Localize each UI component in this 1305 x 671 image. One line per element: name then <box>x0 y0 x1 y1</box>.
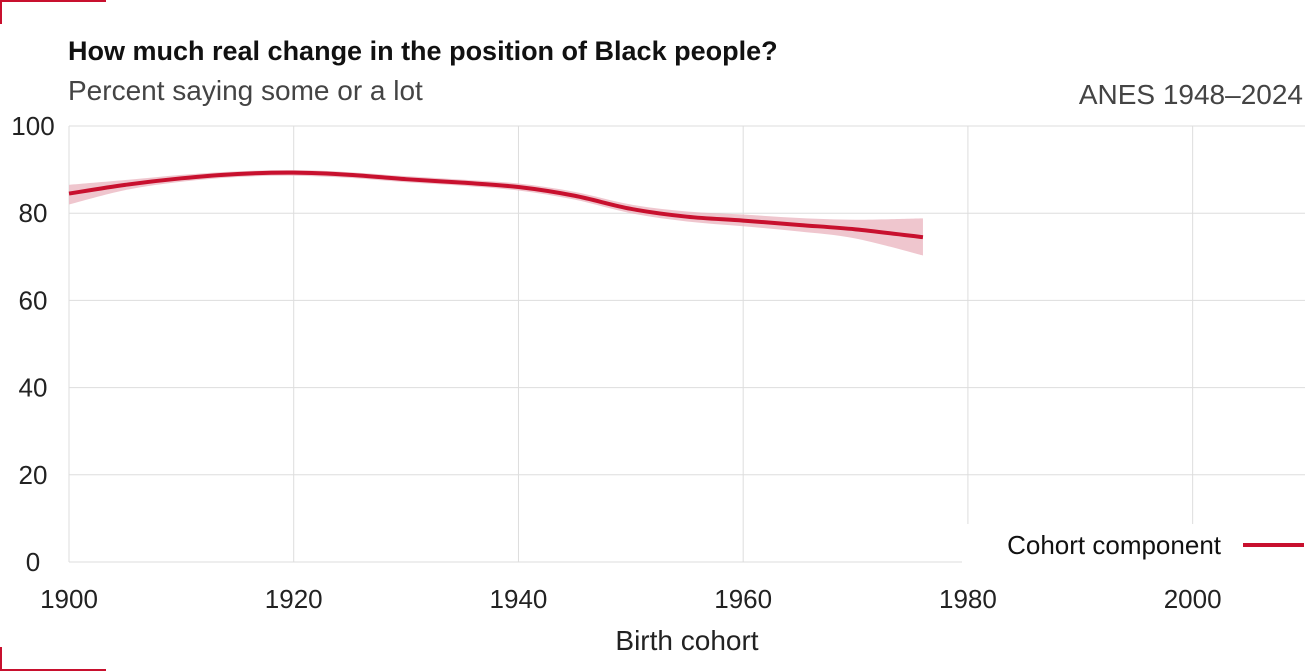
corner-mark-top-vertical <box>0 0 2 24</box>
y-tick-label: 0 <box>26 547 40 577</box>
data-source-label: ANES 1948–2024 <box>1078 79 1303 110</box>
confidence-band-layer <box>69 170 923 256</box>
y-tick-label: 20 <box>19 460 48 490</box>
x-tick-label: 1920 <box>265 584 323 614</box>
legend: Cohort component <box>962 524 1305 570</box>
x-tick-label: 1900 <box>40 584 98 614</box>
y-tick-label: 40 <box>19 373 48 403</box>
confidence-band <box>69 170 923 256</box>
series-line <box>68 170 924 240</box>
x-tick-label: 1980 <box>939 584 997 614</box>
x-tick-label: 1940 <box>490 584 548 614</box>
x-tick-label: 2000 <box>1164 584 1222 614</box>
x-tick-label: 1960 <box>714 584 772 614</box>
series-line-layer <box>68 170 924 240</box>
chart-subtitle: Percent saying some or a lot <box>68 75 423 106</box>
grid-layer <box>68 125 1305 563</box>
corner-mark-top-horizontal <box>0 0 106 2</box>
y-tick-label: 100 <box>11 111 54 141</box>
x-axis-title: Birth cohort <box>615 625 758 656</box>
corner-mark-bottom-vertical <box>0 647 2 671</box>
y-tick-label: 80 <box>19 198 48 228</box>
y-tick-label: 60 <box>19 285 48 315</box>
chart-title: How much real change in the position of … <box>68 36 778 66</box>
corner-mark-bottom-horizontal <box>0 669 106 671</box>
tick-label-layer: 0 20 40 60 80 100 1900 1920 1940 1960 1980 2000 <box>11 111 1221 614</box>
legend-label: Cohort component <box>1007 530 1222 560</box>
